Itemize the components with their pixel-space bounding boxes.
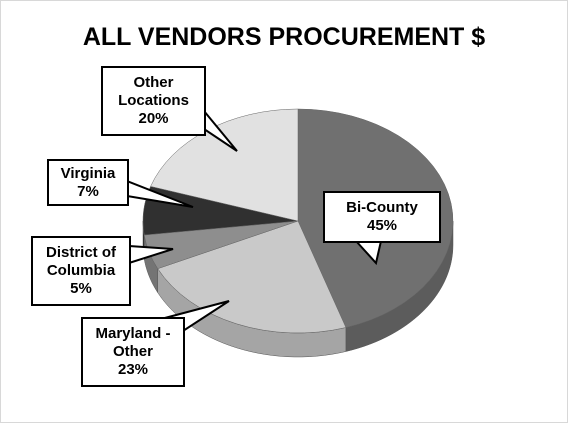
value-label: 20% [138, 110, 169, 127]
callout: Bi-County 45% [323, 191, 441, 243]
chart-title: ALL VENDORS PROCUREMENT $ [82, 23, 486, 51]
category-label: Maryland - Other [95, 325, 171, 360]
category-label: Virginia [60, 164, 116, 182]
value-label: 45% [366, 217, 398, 234]
category-label: Other Locations [118, 74, 189, 109]
value-label: 7% [77, 182, 99, 200]
callout: Maryland - Other 23% [81, 317, 185, 387]
category-label: Bi-County [346, 199, 418, 216]
value-label: 5% [70, 280, 92, 297]
value-label: 23% [117, 361, 149, 378]
callout: Virginia 7% [47, 159, 129, 206]
callout: Other Locations 20% [101, 66, 206, 136]
callout: District of Columbia 5% [31, 236, 131, 306]
category-label: District of Columbia [45, 244, 116, 279]
pie-slice [157, 220, 347, 334]
